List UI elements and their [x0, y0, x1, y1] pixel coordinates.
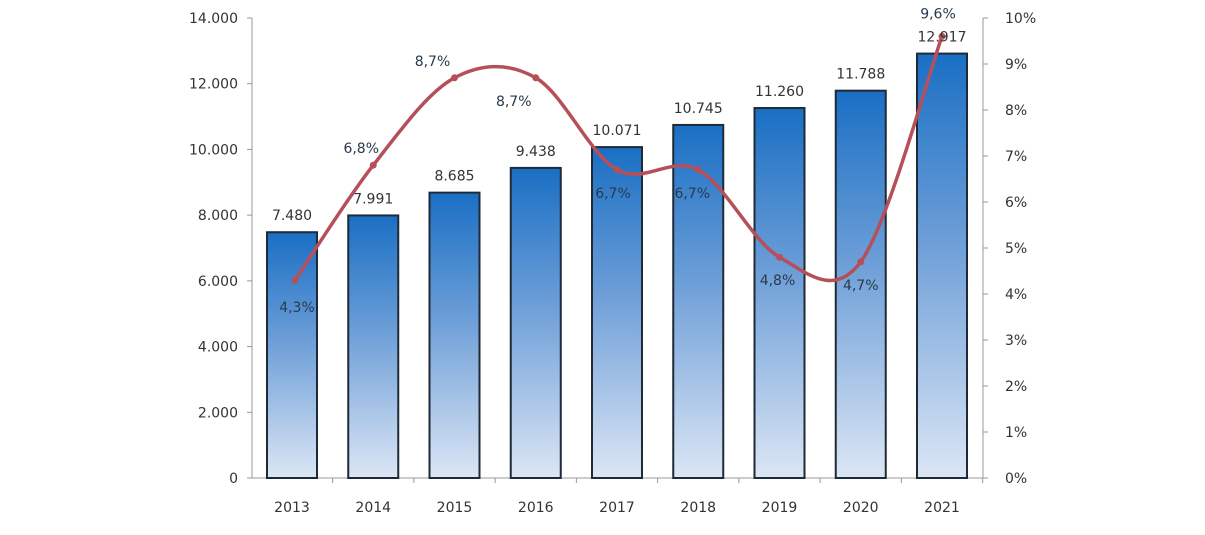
left-tick-label: 0 [229, 471, 238, 487]
bar-value-label: 8.685 [434, 169, 474, 185]
right-tick-label: 3% [1005, 333, 1027, 349]
x-tick-label: 2013 [274, 500, 310, 516]
growth-rate-point [857, 258, 865, 266]
bar-value-label: 10.071 [593, 123, 642, 139]
right-tick-label: 4% [1005, 287, 1027, 303]
bar [266, 231, 318, 479]
x-tick-label: 2017 [599, 500, 635, 516]
bar [916, 52, 968, 479]
growth-rate-label: 8,7% [415, 54, 451, 70]
x-tick-label: 2021 [924, 500, 960, 516]
left-tick-label: 10.000 [189, 142, 238, 158]
bar [428, 191, 481, 479]
right-tick-label: 10% [1005, 11, 1036, 27]
growth-rate-label: 6,8% [343, 141, 379, 157]
right-tick-label: 8% [1005, 103, 1027, 119]
right-tick-label: 1% [1005, 425, 1027, 441]
bar [509, 166, 562, 479]
bar [834, 89, 887, 480]
right-tick-label: 5% [1005, 241, 1027, 257]
x-tick-label: 2018 [680, 500, 716, 516]
growth-rate-point [532, 74, 540, 82]
right-tick-label: 0% [1005, 471, 1027, 487]
growth-rate-label: 4,8% [760, 273, 796, 289]
bar [672, 123, 725, 479]
x-tick-label: 2015 [437, 500, 473, 516]
growth-rate-label: 4,7% [843, 278, 879, 294]
growth-rate-point [291, 276, 299, 284]
x-tick-label: 2020 [843, 500, 879, 516]
x-tick-label: 2019 [762, 500, 798, 516]
bar-value-label: 7.991 [353, 191, 393, 207]
bar [753, 107, 806, 480]
bar-value-label: 7.480 [272, 208, 312, 224]
left-tick-label: 12.000 [189, 77, 238, 93]
growth-rate-point [369, 161, 377, 169]
left-tick-label: 4.000 [198, 340, 238, 356]
growth-rate-point [776, 253, 783, 261]
bar [591, 146, 643, 480]
growth-rate-point [451, 74, 458, 82]
bar-value-label: 11.260 [755, 84, 804, 100]
x-tick-label: 2014 [355, 500, 391, 516]
growth-rate-label: 6,7% [595, 186, 631, 202]
growth-rate-label: 4,3% [279, 300, 315, 316]
growth-rate-point [694, 166, 702, 174]
bar [347, 214, 400, 479]
bar-value-label: 12.917 [918, 30, 967, 46]
left-tick-label: 8.000 [198, 208, 238, 224]
right-tick-label: 9% [1005, 57, 1027, 73]
growth-rate-label: 8,7% [496, 94, 532, 110]
growth-rate-label: 6,7% [674, 186, 710, 202]
growth-rate-point [938, 32, 946, 40]
bar-value-label: 9.438 [516, 144, 556, 160]
right-tick-label: 2% [1005, 379, 1027, 395]
left-tick-label: 14.000 [189, 11, 238, 27]
right-tick-label: 7% [1005, 149, 1027, 165]
left-tick-label: 6.000 [198, 274, 238, 290]
left-tick-label: 2.000 [198, 405, 238, 421]
x-tick-label: 2016 [518, 500, 554, 516]
bar-value-label: 10.745 [674, 101, 723, 117]
bar-value-label: 11.788 [836, 67, 885, 83]
growth-rate-label: 9,6% [920, 6, 956, 22]
right-tick-label: 6% [1005, 195, 1027, 211]
growth-rate-point [613, 166, 621, 174]
